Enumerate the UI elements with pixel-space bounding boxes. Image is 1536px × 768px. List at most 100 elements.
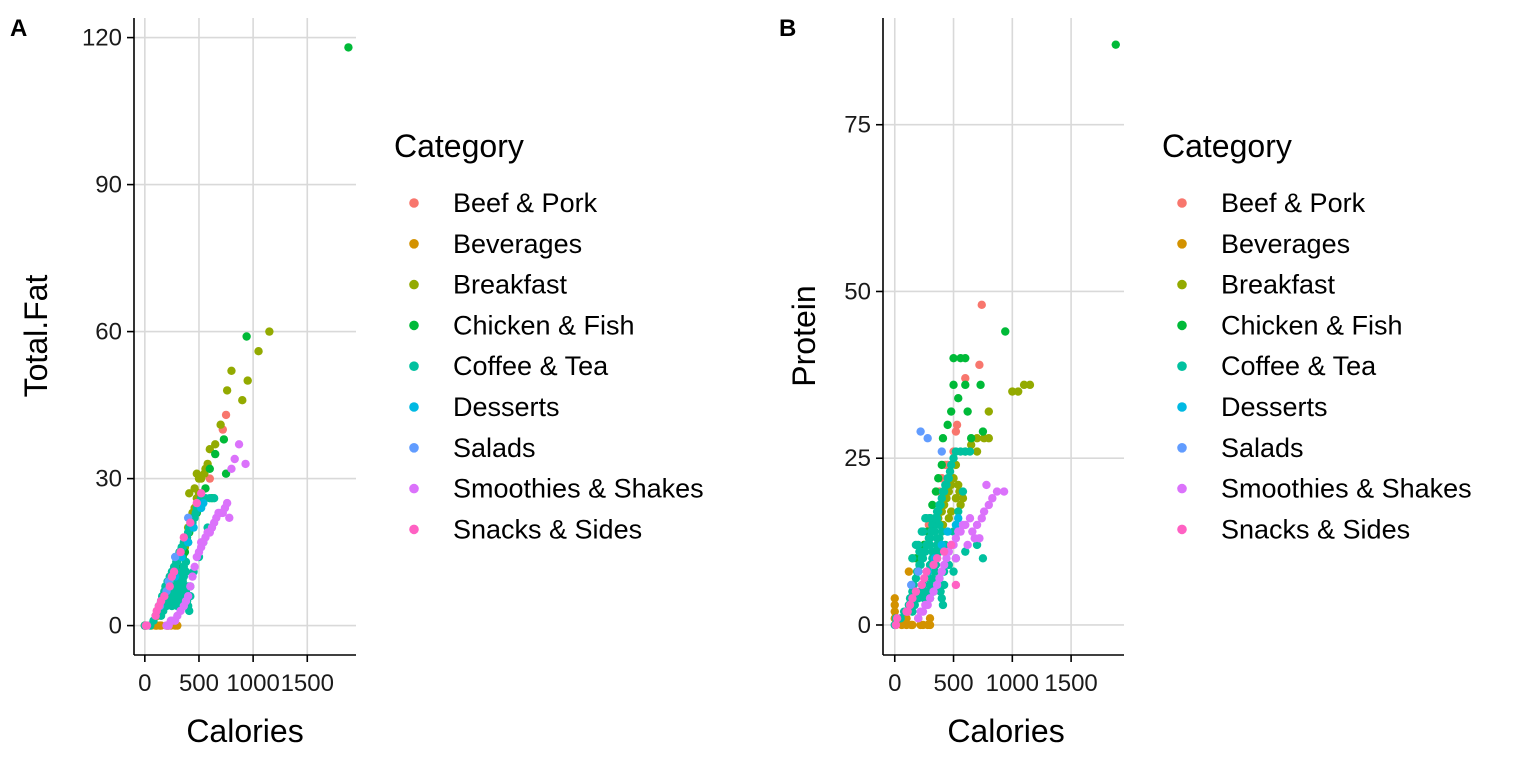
panel-b-data-point (984, 407, 994, 416)
panel-b-data-point (917, 580, 926, 590)
panel-b-data-point (956, 527, 965, 536)
panel-b-data-point (934, 474, 943, 483)
panel-b-data-point (914, 567, 923, 576)
panel-b-legend-key (1177, 279, 1187, 290)
panel-b-y-tick-label: 75 (844, 112, 871, 139)
panel-b-data-point (937, 447, 946, 456)
panel-b-data-point (965, 514, 975, 523)
panel-a-data-point (185, 489, 194, 498)
panel-a-data-point (183, 592, 193, 601)
panel-a-data-point (209, 494, 219, 503)
panel-a-data-point (170, 552, 180, 562)
panel-b-data-point (958, 494, 968, 503)
panel-b-data-point (968, 527, 977, 536)
panel-b-x-tick-label: 500 (934, 670, 974, 697)
panel-b: B 0 500 1000 1500 0 25 50 75 Calories Protein C… (779, 15, 1472, 749)
panel-b-y-axis-label: Protein (786, 285, 822, 386)
panel-b-data-point (942, 554, 951, 563)
panel-b-data-point (972, 520, 982, 530)
panel-b-data-point (954, 514, 963, 523)
panel-b-data-point (891, 620, 901, 630)
panel-b-data-point (908, 554, 917, 563)
panel-b-data-point (944, 514, 954, 523)
panel-b-data-point (972, 447, 982, 456)
panel-a-legend-label: Breakfast (453, 270, 568, 300)
panel-b-data-point (978, 427, 988, 436)
panel-a-data-point (207, 523, 217, 532)
panel-a-legend-label: Snacks & Sides (453, 514, 642, 544)
panel-b-data-point (963, 407, 972, 416)
panel-b-data-point (961, 520, 970, 530)
panel-b-legend-label: Coffee & Tea (1221, 351, 1377, 381)
panel-b-data-point (1111, 40, 1120, 49)
panel-b-data-point (907, 580, 916, 590)
panel-b-data-point (1013, 387, 1023, 396)
panel-b-data-point (930, 527, 939, 536)
panel-b-data-point (890, 607, 899, 616)
panel-a-data-point (205, 464, 215, 473)
panel-b-data-point (954, 393, 963, 403)
panel-b-data-point (956, 500, 965, 510)
panel-b-data-point (949, 567, 958, 576)
panel-a-legend-key (409, 524, 419, 535)
panel-b-data-point (908, 594, 917, 603)
panel-b-data-point (988, 494, 997, 503)
panel-b-data-point (939, 560, 949, 570)
panel-b-data-point (922, 587, 931, 596)
panel-a-x-tick-label: 1000 (226, 670, 279, 697)
panel-b-data-point (923, 600, 932, 610)
panel-b-legend-key (1177, 402, 1187, 412)
panel-b-data-point (937, 527, 946, 536)
panel-b-data-point (961, 380, 970, 390)
panel-a-data-point (225, 513, 234, 522)
panel-b-data-point (975, 360, 984, 370)
panel-a-legend: Category Beef & Pork Beverages Breakfast Ch… (394, 128, 704, 544)
panel-b-data-point (890, 600, 899, 610)
panel-b-y-tick-label: 0 (858, 612, 871, 639)
panel-a-legend-key (409, 402, 419, 412)
panel-b-data-point (977, 514, 986, 523)
panel-b-data-point (954, 507, 963, 516)
panel-b-x-tick-label: 1500 (1044, 670, 1097, 697)
panel-b-data-point (1025, 380, 1035, 390)
panel-b-data-point (928, 547, 937, 556)
panel-a-legend-key (409, 320, 419, 331)
panel-a-tag: A (10, 15, 27, 42)
panel-b-data-point (961, 547, 970, 556)
panel-b-y-tick-label: 25 (844, 445, 871, 472)
panel-b-data-point (965, 447, 975, 456)
panel-a-y-tick-label: 120 (82, 25, 122, 52)
panel-b-data-point (918, 607, 928, 616)
panel-b-data-point (939, 547, 949, 556)
panel-a-data-point (186, 518, 195, 527)
panel-b-tag: B (779, 15, 796, 42)
panel-b-data-point (916, 560, 925, 570)
panel-b-data-point (961, 373, 970, 383)
panel-b-data-point (943, 420, 952, 430)
panel-b-data-point (911, 574, 921, 583)
panel-b-x-tick-label: 0 (888, 670, 901, 697)
panel-a-data-point (169, 567, 179, 576)
panel-b-data-point (961, 353, 970, 363)
panel-a-data-point (196, 538, 206, 547)
panel-a-data-point (186, 582, 195, 591)
panel-a-data-point (211, 440, 220, 449)
panel-b-data-point (911, 540, 921, 550)
panel-b-data-point (911, 587, 921, 596)
panel-a-data-point (227, 366, 236, 375)
panel-a-data-point (160, 592, 169, 601)
panel-b-points (890, 40, 1120, 630)
panel-a-x-tick-label: 500 (179, 670, 219, 697)
panel-b-data-point (1019, 380, 1029, 390)
panel-b-data-point (946, 407, 956, 416)
panel-a-data-point (192, 469, 202, 478)
panel-b-legend-label: Snacks & Sides (1221, 514, 1410, 544)
panel-b-data-point (1001, 327, 1010, 336)
panel-b-legend-key (1177, 198, 1187, 208)
panel-a-data-point (179, 533, 189, 542)
panel-b-data-point (949, 454, 958, 463)
panel-b-data-point (918, 554, 928, 563)
panel-b-data-point (946, 540, 956, 550)
panel-a-data-point (242, 332, 251, 341)
panel-a-y-tick-label: 0 (109, 613, 122, 640)
